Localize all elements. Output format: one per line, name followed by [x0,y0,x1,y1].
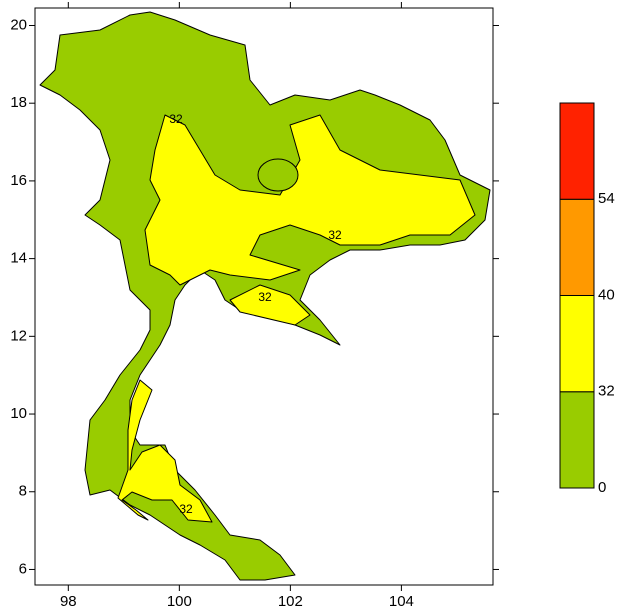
colorbar-label: 32 [598,383,615,400]
colorbar-swatch [559,198,595,296]
y-tick-label: 20 [10,16,27,33]
y-tick-label: 8 [19,483,27,500]
band-region [229,284,311,326]
plot-frame [34,7,494,586]
colorbar-label: 0 [598,479,606,496]
y-tick-label: 6 [19,560,27,577]
x-tick-label: 104 [389,593,414,610]
colorbar-label: 40 [598,286,615,303]
y-tick-label: 12 [10,327,27,344]
contour-label: 32 [328,228,342,242]
y-tick-label: 10 [10,405,27,422]
colorbar-swatch [559,391,595,489]
colorbar-swatch [559,295,595,393]
y-tick-label: 18 [10,94,27,111]
x-tick-label: 98 [60,593,77,610]
y-tick-label: 14 [10,250,27,267]
contour-label: 32 [169,112,183,126]
x-tick-label: 102 [278,593,303,610]
contour-label: 32 [258,290,272,304]
colorbar: 0 32 40 54 [559,102,615,496]
x-tick-label: 100 [167,593,192,610]
map-area [39,11,491,581]
colorbar-swatch [559,102,595,200]
contour-label: 32 [179,502,193,516]
colorbar-label: 54 [598,190,615,207]
band-region [117,379,213,523]
y-tick-label: 16 [10,172,27,189]
green-pocket [257,158,299,192]
